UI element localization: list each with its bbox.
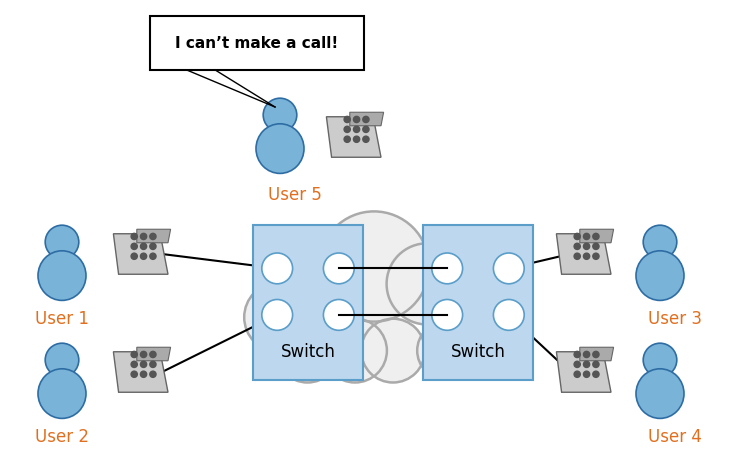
Circle shape (150, 361, 156, 368)
Circle shape (262, 299, 292, 330)
Circle shape (263, 98, 297, 132)
Circle shape (262, 253, 292, 284)
Circle shape (583, 361, 589, 368)
Text: User 3: User 3 (648, 310, 702, 328)
Circle shape (280, 243, 361, 325)
Circle shape (131, 243, 138, 249)
FancyBboxPatch shape (150, 16, 364, 70)
Circle shape (141, 243, 147, 249)
Circle shape (354, 116, 360, 122)
Circle shape (150, 243, 156, 249)
Circle shape (593, 243, 599, 249)
Circle shape (141, 253, 147, 259)
Circle shape (574, 243, 580, 249)
FancyBboxPatch shape (423, 225, 533, 380)
Circle shape (363, 126, 369, 133)
Circle shape (583, 234, 589, 240)
Ellipse shape (636, 251, 684, 300)
Text: Switch: Switch (450, 343, 506, 361)
Circle shape (141, 371, 147, 377)
Polygon shape (557, 234, 611, 274)
Circle shape (150, 371, 156, 377)
Circle shape (141, 361, 147, 368)
Circle shape (432, 253, 462, 284)
FancyBboxPatch shape (253, 225, 363, 380)
Circle shape (344, 116, 350, 122)
Circle shape (574, 351, 580, 358)
Circle shape (574, 361, 580, 368)
Circle shape (150, 253, 156, 259)
Circle shape (131, 351, 138, 358)
Circle shape (363, 116, 369, 122)
Circle shape (643, 343, 677, 377)
Circle shape (434, 283, 504, 352)
Circle shape (494, 299, 524, 330)
Circle shape (583, 351, 589, 358)
Circle shape (417, 322, 475, 380)
Circle shape (574, 253, 580, 259)
Circle shape (323, 299, 355, 330)
Circle shape (432, 299, 462, 330)
Circle shape (319, 212, 429, 322)
Circle shape (150, 351, 156, 358)
Text: User 5: User 5 (268, 186, 322, 204)
Circle shape (354, 126, 360, 133)
Polygon shape (114, 352, 168, 392)
Circle shape (593, 361, 599, 368)
Circle shape (244, 283, 314, 352)
Polygon shape (137, 229, 171, 243)
Text: User 2: User 2 (35, 428, 89, 446)
Circle shape (574, 371, 580, 377)
Circle shape (593, 253, 599, 259)
Text: User 4: User 4 (648, 428, 702, 446)
Circle shape (494, 253, 524, 284)
Circle shape (363, 136, 369, 142)
Circle shape (45, 343, 79, 377)
Circle shape (583, 253, 589, 259)
Circle shape (141, 234, 147, 240)
Polygon shape (580, 347, 613, 361)
Circle shape (593, 234, 599, 240)
Circle shape (643, 225, 677, 259)
Polygon shape (350, 112, 384, 126)
Circle shape (387, 243, 468, 325)
Circle shape (131, 234, 138, 240)
Circle shape (583, 243, 589, 249)
Circle shape (131, 371, 138, 377)
Circle shape (354, 136, 360, 142)
Circle shape (574, 234, 580, 240)
Circle shape (344, 136, 350, 142)
Polygon shape (557, 352, 611, 392)
Circle shape (141, 351, 147, 358)
Circle shape (323, 318, 387, 382)
Polygon shape (114, 234, 168, 274)
Circle shape (150, 234, 156, 240)
Circle shape (361, 318, 425, 382)
Circle shape (344, 126, 350, 133)
Circle shape (593, 371, 599, 377)
Polygon shape (137, 347, 171, 361)
Circle shape (323, 253, 355, 284)
Ellipse shape (256, 124, 304, 173)
Ellipse shape (636, 369, 684, 418)
Circle shape (593, 351, 599, 358)
Circle shape (131, 253, 138, 259)
Text: User 1: User 1 (35, 310, 89, 328)
Text: Switch: Switch (280, 343, 335, 361)
Circle shape (275, 318, 340, 382)
Text: I can’t make a call!: I can’t make a call! (175, 35, 339, 50)
Polygon shape (580, 229, 613, 243)
Circle shape (583, 371, 589, 377)
Ellipse shape (38, 251, 86, 300)
Ellipse shape (38, 369, 86, 418)
Circle shape (45, 225, 79, 259)
Polygon shape (326, 117, 381, 157)
Circle shape (131, 361, 138, 368)
